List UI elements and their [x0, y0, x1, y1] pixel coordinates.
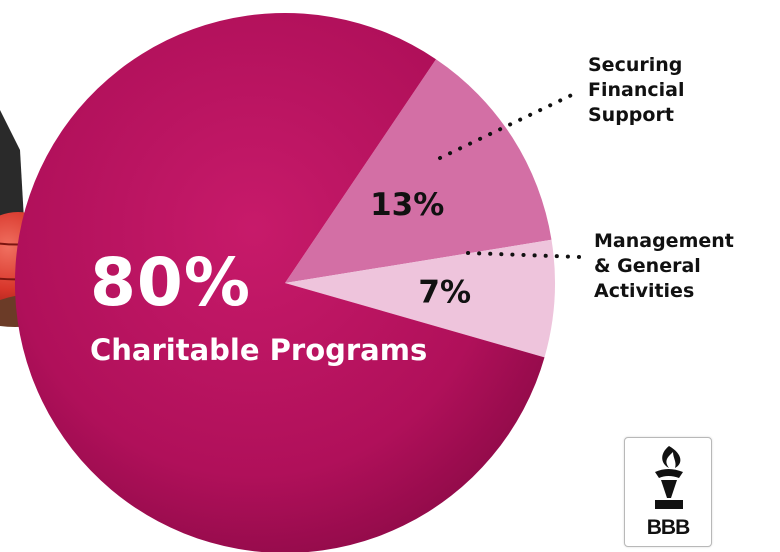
bbb-logo: BBB	[624, 437, 712, 547]
pie-slice-labels: 13% 7%	[370, 187, 471, 311]
leader-line-management	[466, 251, 582, 259]
slice-management-general	[285, 239, 555, 358]
torch-icon	[655, 446, 683, 509]
slice-securing-financial-support	[285, 59, 552, 284]
sleeve	[0, 110, 24, 235]
callout-line: & General	[594, 255, 701, 277]
slice-label-financial: 13%	[370, 187, 444, 223]
callout-line: Support	[588, 104, 674, 126]
callout-line: Activities	[594, 280, 695, 302]
leader-lines	[438, 90, 582, 259]
bbb-logo-text: BBB	[646, 516, 691, 539]
main-slice-label: Charitable Programs	[90, 333, 428, 367]
pie-slices	[14, 13, 555, 552]
callout-management: Management & General Activities	[594, 229, 734, 304]
callout-line: Securing	[588, 54, 683, 76]
callout-line: Financial	[588, 79, 685, 101]
slice-charitable-programs	[14, 13, 545, 552]
leader-line-financial	[438, 90, 580, 160]
main-slice-percent: 80%	[90, 244, 251, 321]
callout-financial: Securing Financial Support	[588, 53, 684, 128]
callout-line: Management	[594, 230, 734, 252]
slice-label-management: 7%	[418, 275, 471, 311]
